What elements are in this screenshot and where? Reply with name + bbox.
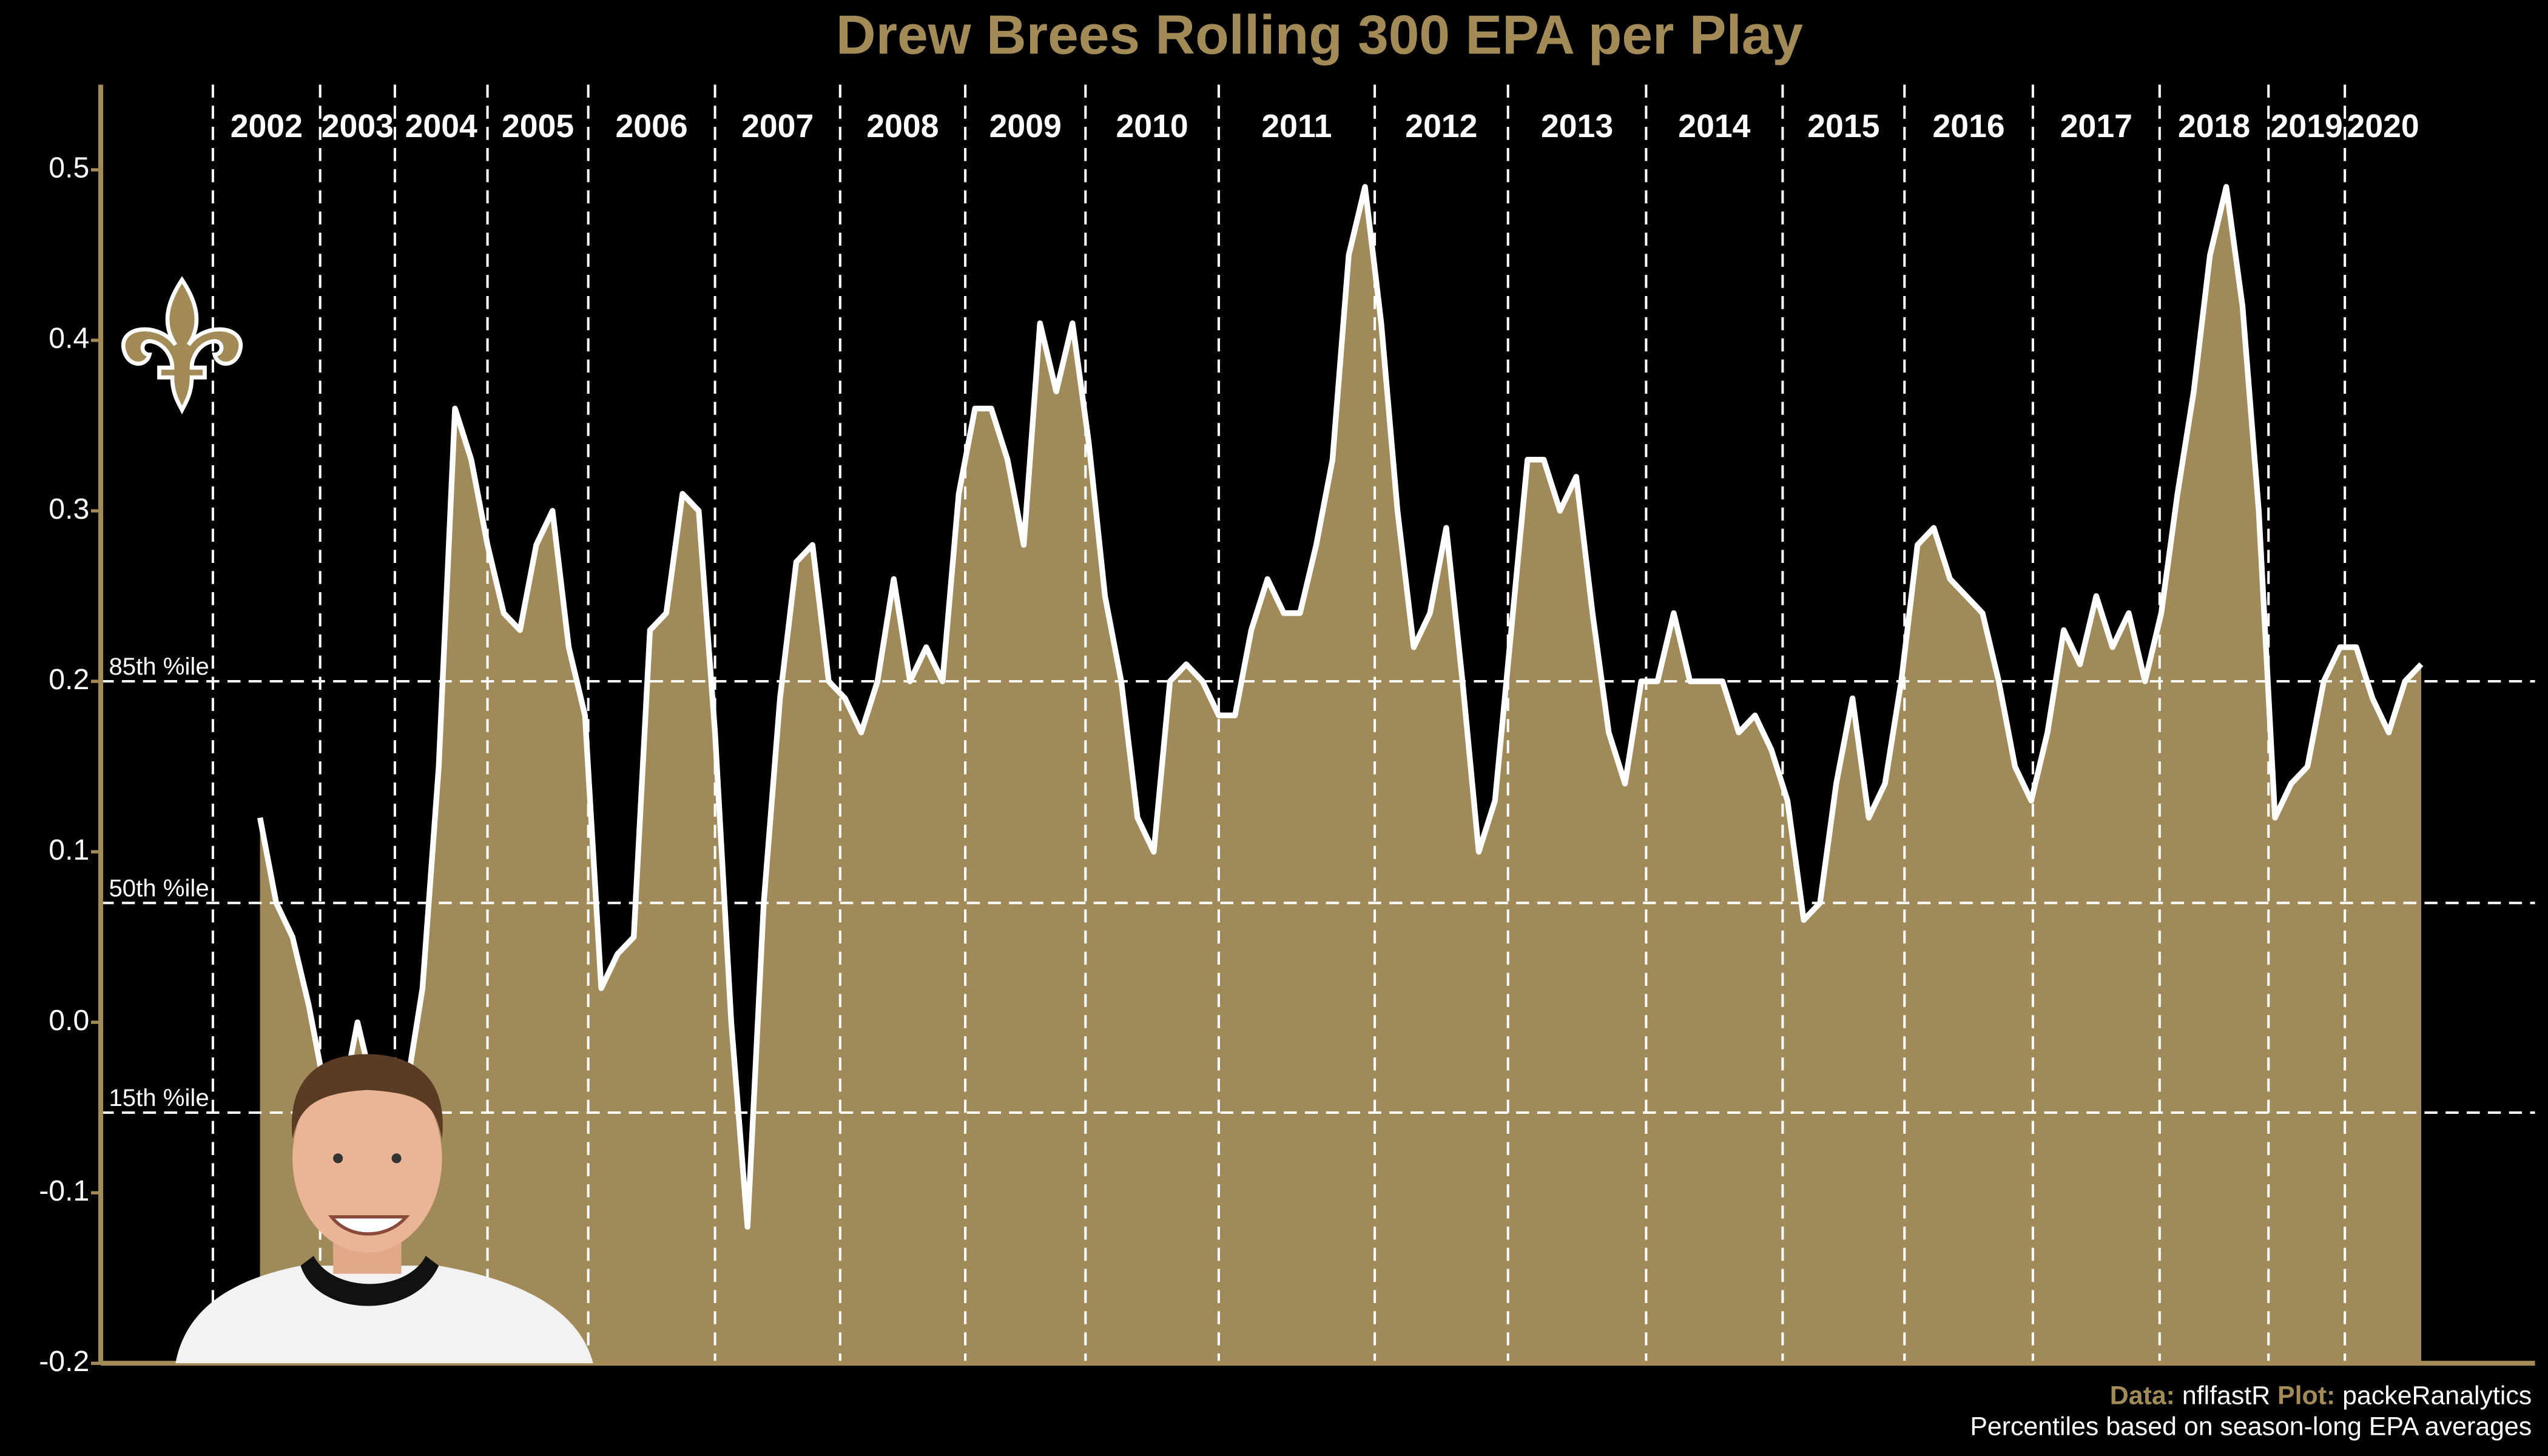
y-tick-label: -0.1 (39, 1175, 89, 1207)
y-tick-label: -0.2 (39, 1345, 89, 1378)
caption-label: Plot: (2277, 1381, 2335, 1410)
reference-label: 15th %ile (109, 1084, 209, 1111)
caption-text: packeRanalytics (2342, 1381, 2532, 1410)
season-label: 2007 (741, 108, 814, 144)
team-logo (121, 276, 243, 415)
chart-title: Drew Brees Rolling 300 EPA per Play (836, 4, 1803, 66)
season-label: 2020 (2347, 108, 2419, 144)
season-label: 2018 (2178, 108, 2250, 144)
season-label: 2008 (866, 108, 939, 144)
y-tick-label: 0.0 (49, 1004, 89, 1037)
caption-note: Percentiles based on season-long EPA ave… (1970, 1412, 2532, 1441)
season-label: 2010 (1116, 108, 1188, 144)
reference-label: 50th %ile (109, 875, 209, 902)
season-label: 2015 (1807, 108, 1879, 144)
y-tick-label: 0.2 (49, 663, 89, 696)
caption-label: Data: (2110, 1381, 2175, 1410)
season-label: 2005 (502, 108, 574, 144)
y-tick-label: 0.5 (49, 152, 89, 184)
season-label: 2017 (2060, 108, 2132, 144)
season-label: 2016 (1933, 108, 2005, 144)
y-tick-label: 0.3 (49, 493, 89, 525)
season-label: 2011 (1261, 108, 1332, 144)
season-label: 2013 (1541, 108, 1613, 144)
season-label: 2012 (1405, 108, 1477, 144)
season-label: 2002 (231, 108, 303, 144)
season-label: 2014 (1678, 108, 1750, 144)
season-label: 2004 (405, 108, 477, 144)
y-tick-label: 0.4 (49, 322, 89, 355)
season-label: 2003 (322, 108, 394, 144)
season-label: 2009 (989, 108, 1062, 144)
season-label: 2006 (616, 108, 688, 144)
caption-text: nflfastR (2182, 1381, 2270, 1410)
caption-credits: Data: nflfastR Plot: packeRanalytics (2110, 1381, 2532, 1410)
reference-label: 85th %ile (109, 653, 209, 680)
area (260, 187, 2422, 1364)
line (257, 184, 2424, 1230)
player-photo (175, 1054, 593, 1364)
y-tick-label: 0.1 (49, 834, 89, 866)
plot-area: 2002 2003 2004 2005 2006 2007 2008 2009 2010 2011… (39, 84, 2535, 1378)
season-label: 2019 (2271, 108, 2343, 144)
